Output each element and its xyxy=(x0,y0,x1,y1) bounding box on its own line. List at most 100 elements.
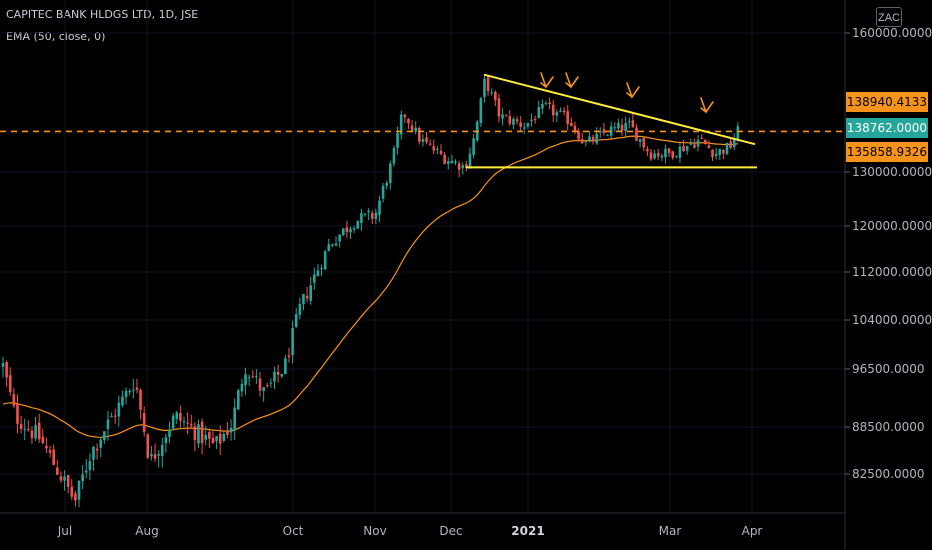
candle-body xyxy=(519,122,522,127)
candle-body xyxy=(179,413,182,421)
price-badge-label: 138762.0000 xyxy=(847,121,927,135)
candle xyxy=(562,107,566,116)
candle xyxy=(171,412,175,431)
candle xyxy=(132,379,135,399)
candle-body xyxy=(88,461,92,471)
candle xyxy=(200,418,204,455)
candle-body xyxy=(533,118,537,121)
candle xyxy=(494,90,497,107)
candle-body xyxy=(360,213,363,223)
candle-body xyxy=(302,294,305,305)
candle-body xyxy=(294,314,298,327)
candle xyxy=(23,418,27,441)
candle xyxy=(551,99,555,122)
candle-body xyxy=(117,402,121,417)
candle xyxy=(27,420,30,432)
candle xyxy=(128,388,131,396)
candle-body xyxy=(711,149,714,158)
symbol-title: CAPITEC BANK HLDGS LTD, 1D, JSE xyxy=(6,8,199,21)
candle xyxy=(240,378,244,397)
descending-trendline[interactable] xyxy=(483,73,756,146)
y-tick-label: 82500.0000 xyxy=(852,467,925,481)
candle-body xyxy=(284,358,287,375)
candle xyxy=(215,435,218,449)
candle-body xyxy=(276,371,280,375)
x-tick-label: Apr xyxy=(742,524,763,538)
candle xyxy=(530,113,533,127)
candle xyxy=(508,109,512,127)
candle xyxy=(95,443,99,460)
arrow-marker[interactable] xyxy=(565,72,579,89)
candle xyxy=(135,378,139,394)
candle-body xyxy=(74,493,77,501)
candle xyxy=(675,155,678,159)
candle-body xyxy=(345,227,349,233)
candle-body xyxy=(211,437,215,443)
candle-body xyxy=(12,394,16,406)
candle xyxy=(555,109,559,122)
candle xyxy=(338,234,341,248)
candle-body xyxy=(421,139,425,142)
candle xyxy=(660,153,664,162)
candle xyxy=(418,126,421,145)
candle-body xyxy=(646,148,649,152)
candle xyxy=(627,117,631,129)
candle xyxy=(34,416,37,442)
candle-body xyxy=(363,213,367,215)
currency-label[interactable]: ZAC xyxy=(876,7,902,27)
candle-body xyxy=(664,148,667,158)
y-tick-label: 112000.0000 xyxy=(852,265,932,279)
candle xyxy=(399,110,403,140)
candle xyxy=(269,378,273,388)
arrow-marker[interactable] xyxy=(540,72,554,89)
candle xyxy=(642,136,646,152)
candle xyxy=(468,147,472,170)
candle xyxy=(711,149,714,162)
candle-body xyxy=(577,131,580,140)
candle-body xyxy=(660,155,664,158)
candle xyxy=(56,459,59,475)
arrow-marker[interactable] xyxy=(700,97,714,114)
candle-body xyxy=(157,454,160,456)
candle xyxy=(667,147,671,157)
candle-body xyxy=(215,436,218,442)
candle xyxy=(117,395,121,427)
candle xyxy=(63,470,66,491)
candle xyxy=(302,293,305,311)
arrow-marker[interactable] xyxy=(626,82,640,99)
candle-body xyxy=(591,136,595,142)
candle-body xyxy=(164,437,168,444)
candle-body xyxy=(92,446,95,460)
candle-body xyxy=(486,77,490,92)
candle xyxy=(436,145,439,155)
candle xyxy=(490,88,493,96)
candle-body xyxy=(251,376,255,378)
candle-body xyxy=(182,421,186,423)
candle-body xyxy=(439,150,443,155)
candle xyxy=(59,471,63,484)
candle xyxy=(479,97,483,128)
candle xyxy=(81,464,84,490)
candle xyxy=(541,99,544,115)
candle-body xyxy=(653,153,656,159)
candle-body xyxy=(59,476,63,481)
candle-body xyxy=(494,91,497,101)
candle-body xyxy=(559,110,562,112)
candle-body xyxy=(454,161,457,163)
candle-body xyxy=(313,274,316,283)
candle-body xyxy=(352,228,356,230)
price-axis[interactable]: 160000.0000 130000.0000 120000.0000 112000.… xyxy=(845,26,932,481)
candle-body xyxy=(30,430,34,439)
price-badge xyxy=(846,118,928,138)
candle-body xyxy=(262,387,265,392)
x-tick-label: Jul xyxy=(57,524,72,538)
candle xyxy=(110,412,113,418)
candle-body xyxy=(341,228,345,236)
x-tick-label: Aug xyxy=(135,524,158,538)
candle xyxy=(193,422,197,452)
candle xyxy=(425,132,428,145)
candle xyxy=(244,367,247,395)
candle-body xyxy=(541,104,544,109)
time-axis[interactable]: Jul Aug Oct Nov Dec 2021 Mar Apr xyxy=(57,524,763,538)
